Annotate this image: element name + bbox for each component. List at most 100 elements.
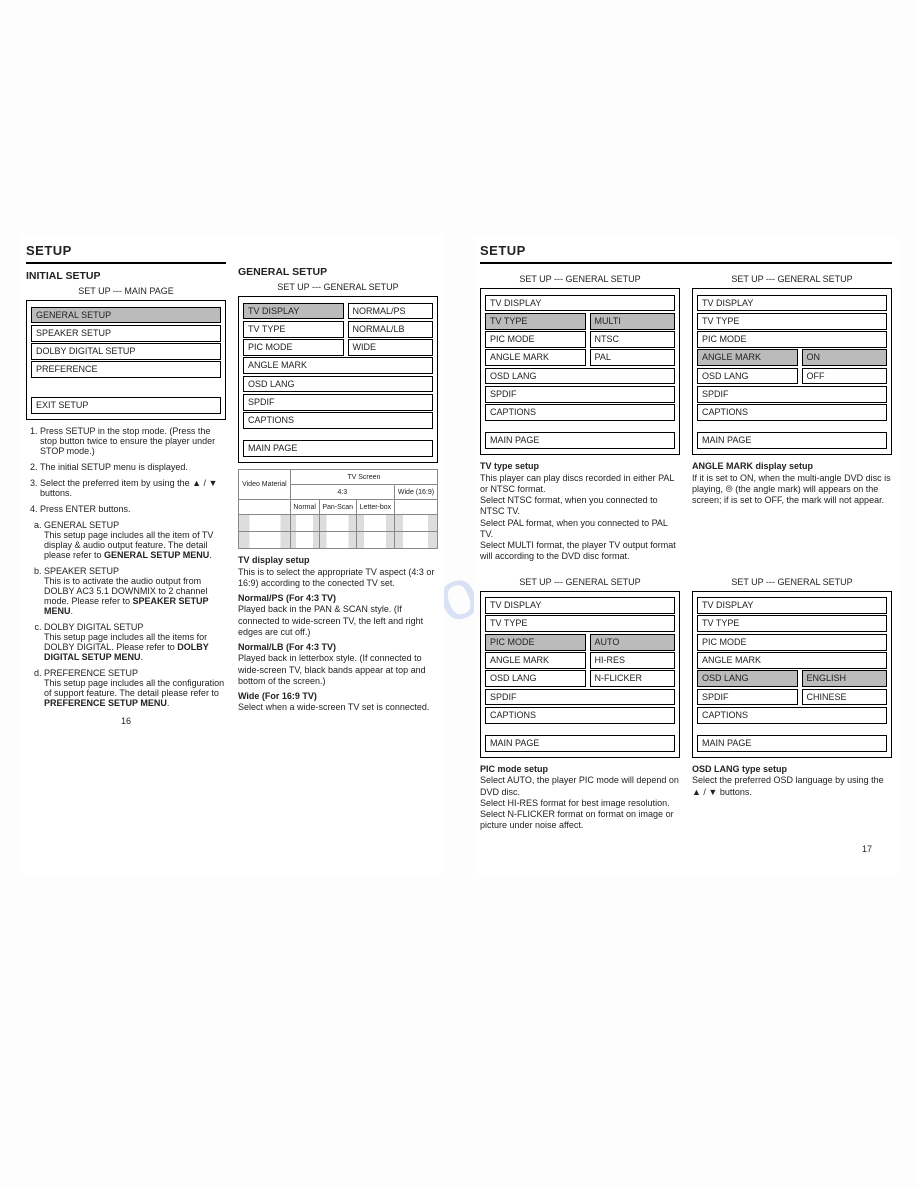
block-sub: SET UP --- GENERAL SETUP <box>692 274 892 284</box>
menu-right: HI-RES <box>590 652 675 669</box>
tv-col: Pan-Scan <box>319 500 356 515</box>
block-menu: TV DISPLAYTV TYPEMULTIPIC MODENTSCANGLE … <box>480 288 680 455</box>
menu-bottom: MAIN PAGE <box>243 440 433 457</box>
menu-left: PIC MODE <box>697 634 887 651</box>
subitem-ref: PREFERENCE SETUP MENU <box>44 698 167 708</box>
block-body-line: Select MULTI format, the player TV outpu… <box>480 540 676 561</box>
page-17: SETUP SET UP --- GENERAL SETUPTV DISPLAY… <box>474 235 898 874</box>
menu-right: NORMAL/LB <box>348 321 433 338</box>
menu-right: WIDE <box>348 339 433 356</box>
menu-left: OSD LANG <box>485 670 586 687</box>
menu-bottom: MAIN PAGE <box>697 735 887 752</box>
menu-left: TV TYPE <box>697 615 887 632</box>
menu-left: ANGLE MARK <box>697 349 798 366</box>
menu-left: OSD LANG <box>697 670 798 687</box>
block-body-line: If it is set to ON, when the multi-angle… <box>692 473 891 506</box>
subitem-ref: GENERAL SETUP MENU <box>104 550 209 560</box>
main-page-menu: GENERAL SETUP SPEAKER SETUP DOLBY DIGITA… <box>26 300 226 420</box>
page16-heading: SETUP <box>26 243 226 258</box>
menu-right: OFF <box>802 368 887 385</box>
block-body-line: Select NTSC format, when you connected t… <box>480 495 658 516</box>
menu-left: SPDIF <box>243 394 433 411</box>
menu-left: CAPTIONS <box>485 707 675 724</box>
menu-left: CAPTIONS <box>697 707 887 724</box>
main-page-sub: SET UP --- MAIN PAGE <box>26 286 226 296</box>
step: The initial SETUP menu is displayed. <box>40 462 226 472</box>
section-h: TV display setup <box>238 555 310 565</box>
page16-col-a: SETUP INITIAL SETUP SET UP --- MAIN PAGE… <box>26 243 226 854</box>
general-setup-heading: GENERAL SETUP <box>238 266 438 278</box>
block-h: TV type setup <box>480 461 539 471</box>
block-menu: TV DISPLAYTV TYPE PIC MODEANGLE MARKOSD L… <box>692 591 892 758</box>
menu-left: TV DISPLAY <box>697 295 887 312</box>
menu-left: CAPTIONS <box>243 412 433 429</box>
menu-right: MULTI <box>590 313 675 330</box>
menu-left: TV TYPE <box>485 615 675 632</box>
block-body-line: This player can play discs recorded in e… <box>480 473 674 494</box>
tv-col: Letter-box <box>356 500 394 515</box>
general-setup-sub: SET UP --- GENERAL SETUP <box>238 282 438 292</box>
menu-left: PIC MODE <box>697 331 887 348</box>
scanned-sheet: .com SETUP INITIAL SETUP SET UP --- MAIN… <box>0 0 918 1188</box>
menu-left: PIC MODE <box>243 339 344 356</box>
page17-row1: SET UP --- GENERAL SETUPTV DISPLAYTV TYP… <box>480 270 892 567</box>
menu-left: TV DISPLAY <box>485 295 675 312</box>
page16-col-b: GENERAL SETUP SET UP --- GENERAL SETUP T… <box>238 243 438 854</box>
section-body: This is to select the appropriate TV asp… <box>238 567 434 588</box>
menu-left: OSD LANG <box>485 368 675 385</box>
block-body-line: Select PAL format, when you connected to… <box>480 518 668 539</box>
block-menu: TV DISPLAYTV TYPEPIC MODEANGLE MARKONOSD… <box>692 288 892 455</box>
menu-left: ANGLE MARK <box>697 652 887 669</box>
section-h: Wide (For 16:9 TV) <box>238 691 317 701</box>
menu-item-exit: EXIT SETUP <box>31 397 221 414</box>
menu-left: TV DISPLAY <box>697 597 887 614</box>
menu-item: PREFERENCE <box>31 361 221 378</box>
menu-right: AUTO <box>590 634 675 651</box>
block-body-line: Select N-FLICKER format on format on ima… <box>480 809 674 830</box>
menu-left: TV TYPE <box>485 313 586 330</box>
menu-bottom: MAIN PAGE <box>485 735 675 752</box>
block-sub: SET UP --- GENERAL SETUP <box>480 577 680 587</box>
menu-left: SPDIF <box>697 386 887 403</box>
page-number-16: 16 <box>26 716 226 726</box>
menu-left: TV TYPE <box>243 321 344 338</box>
menu-left: ANGLE MARK <box>485 652 586 669</box>
step: Press SETUP in the stop mode. (Press the… <box>40 426 226 456</box>
tv-h43: 4:3 <box>290 485 394 500</box>
block-body-line: Select the preferred OSD language by usi… <box>692 775 884 796</box>
section-body: Played back in letterbox style. (If conn… <box>238 653 426 686</box>
menu-left: PIC MODE <box>485 634 586 651</box>
tv-header: TV Screen <box>290 470 437 485</box>
block-sub: SET UP --- GENERAL SETUP <box>480 274 680 284</box>
section-h: Normal/PS (For 4:3 TV) <box>238 593 336 603</box>
step: Select the preferred item by using the ▲… <box>40 478 226 498</box>
menu-bottom: MAIN PAGE <box>485 432 675 449</box>
menu-left: TV TYPE <box>697 313 887 330</box>
menu-right: NORMAL/PS <box>348 303 433 320</box>
section-h: Normal/LB (For 4:3 TV) <box>238 642 336 652</box>
tv-screen-table: Video MaterialTV Screen 4:3Wide (16:9) N… <box>238 469 438 549</box>
subitem: DOLBY DIGITAL SETUP This setup page incl… <box>44 622 226 662</box>
subitem: PREFERENCE SETUP This setup page include… <box>44 668 226 708</box>
menu-left: TV DISPLAY <box>485 597 675 614</box>
tv-col: Normal <box>290 500 319 515</box>
block-osdlang: SET UP --- GENERAL SETUPTV DISPLAYTV TYP… <box>692 573 892 836</box>
page-16: SETUP INITIAL SETUP SET UP --- MAIN PAGE… <box>20 235 444 874</box>
setup-steps-list: Press SETUP in the stop mode. (Press the… <box>40 426 226 514</box>
menu-left: OSD LANG <box>697 368 798 385</box>
menu-item: DOLBY DIGITAL SETUP <box>31 343 221 360</box>
section-body: Played back in the PAN & SCAN style. (If… <box>238 604 423 637</box>
menu-right: ENGLISH <box>802 670 887 687</box>
subitem: GENERAL SETUP This setup page includes a… <box>44 520 226 560</box>
menu-right: PAL <box>590 349 675 366</box>
general-setup-menu: TV DISPLAYNORMAL/PS TV TYPENORMAL/LB PIC… <box>238 296 438 463</box>
tv-h169: Wide (16:9) <box>394 485 437 500</box>
block-anglemark: SET UP --- GENERAL SETUP TV DISPLAYTV TYP… <box>692 270 892 567</box>
menu-right: NTSC <box>590 331 675 348</box>
page17-row2: SET UP --- GENERAL SETUPTV DISPLAYTV TYP… <box>480 573 892 836</box>
block-h: PIC mode setup <box>480 764 548 774</box>
menu-right: N-FLICKER <box>590 670 675 687</box>
menu-left: TV DISPLAY <box>243 303 344 320</box>
subitem: SPEAKER SETUP This is to activate the au… <box>44 566 226 616</box>
page17-rule <box>480 262 892 264</box>
